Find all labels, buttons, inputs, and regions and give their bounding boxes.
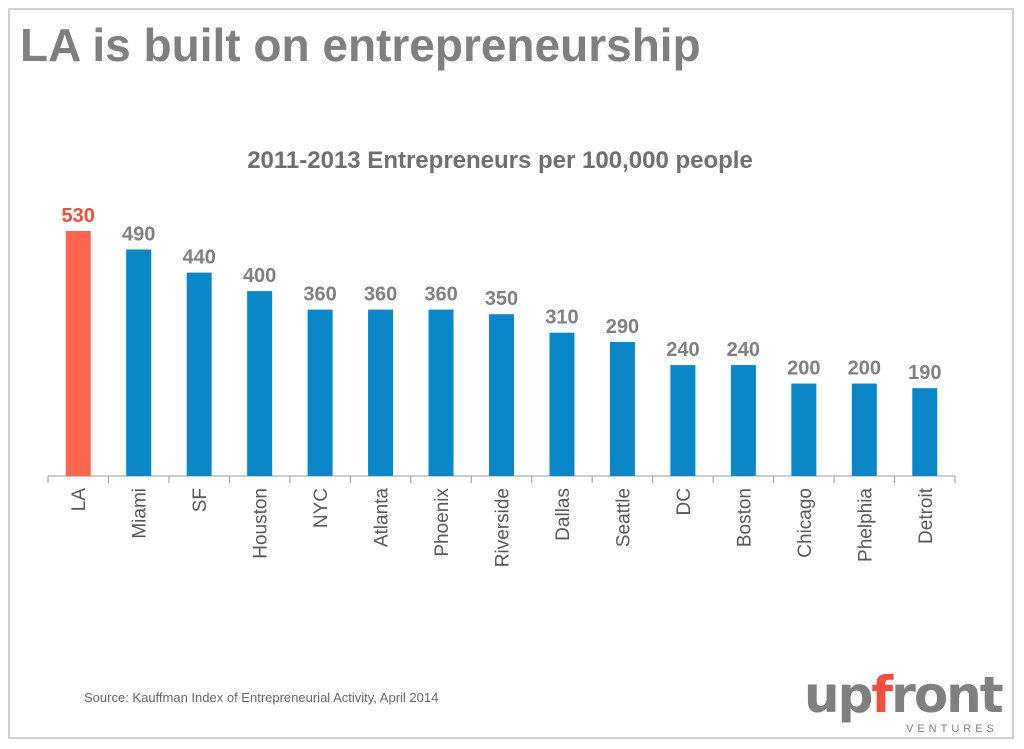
data-label: 360 bbox=[303, 284, 336, 306]
category-label: Detroit bbox=[916, 487, 937, 544]
data-label: 490 bbox=[122, 223, 155, 245]
category-label: NYC bbox=[311, 488, 332, 528]
source-note: Source: Kauffman Index of Entrepreneuria… bbox=[84, 690, 439, 705]
data-label: 310 bbox=[545, 307, 578, 329]
bar-dc bbox=[670, 365, 696, 476]
data-label: 290 bbox=[606, 316, 639, 338]
category-label: Seattle bbox=[613, 488, 634, 547]
bar-sf bbox=[186, 272, 212, 476]
category-label: SF bbox=[190, 488, 211, 512]
bar-boston bbox=[730, 365, 756, 476]
bar-nyc bbox=[307, 309, 333, 476]
data-label: 200 bbox=[848, 358, 881, 380]
bar-la bbox=[65, 231, 91, 476]
data-label: 400 bbox=[243, 265, 276, 287]
data-label: 350 bbox=[485, 288, 518, 310]
bar-dallas bbox=[549, 332, 575, 476]
bar-atlanta bbox=[368, 309, 394, 476]
data-label: 360 bbox=[364, 284, 397, 306]
bar-houston bbox=[247, 291, 273, 476]
category-label: Boston bbox=[734, 488, 755, 547]
category-label: Houston bbox=[251, 488, 272, 559]
data-label: 440 bbox=[182, 247, 215, 269]
category-label: Atlanta bbox=[372, 488, 393, 548]
bar-phelphia bbox=[851, 383, 877, 476]
svg-text:upfront: upfront bbox=[804, 668, 1003, 724]
slide-title: LA is built on entrepreneurship bbox=[20, 19, 701, 71]
upfront-ventures-logo: upfront VENTURES bbox=[804, 668, 1005, 735]
chart-title: 2011-2013 Entrepreneurs per 100,000 peop… bbox=[247, 147, 753, 174]
category-label: Phoenix bbox=[432, 488, 453, 557]
bar-detroit bbox=[912, 388, 938, 476]
category-label: Miami bbox=[130, 488, 151, 539]
category-label: Riverside bbox=[493, 488, 514, 567]
bar-riverside bbox=[489, 314, 514, 476]
category-label: Dallas bbox=[553, 488, 574, 541]
bar-phoenix bbox=[428, 309, 454, 476]
svg-text:VENTURES: VENTURES bbox=[906, 723, 998, 735]
category-label: LA bbox=[69, 488, 90, 512]
slide-frame bbox=[8, 8, 1014, 739]
category-label: DC bbox=[674, 488, 695, 515]
category-label: Chicago bbox=[795, 488, 816, 558]
bar-chicago bbox=[791, 383, 817, 476]
data-label: 240 bbox=[666, 339, 699, 361]
data-label: 190 bbox=[908, 362, 941, 384]
category-label: Phelphia bbox=[855, 488, 876, 562]
data-label: 200 bbox=[787, 358, 820, 380]
data-label: 530 bbox=[62, 205, 95, 227]
data-label: 240 bbox=[727, 339, 760, 361]
data-label: 360 bbox=[424, 284, 457, 306]
bar-miami bbox=[126, 249, 152, 476]
bar-seattle bbox=[609, 341, 635, 476]
